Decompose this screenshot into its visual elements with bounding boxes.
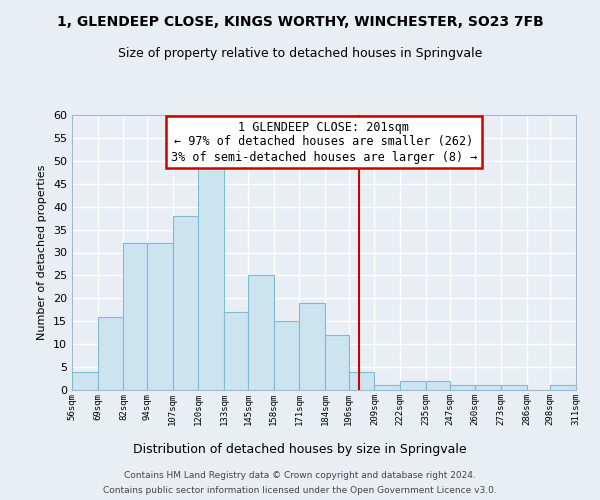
Text: Contains HM Land Registry data © Crown copyright and database right 2024.: Contains HM Land Registry data © Crown c…: [124, 471, 476, 480]
Bar: [501, 386, 527, 390]
Bar: [274, 322, 299, 390]
Bar: [248, 276, 274, 390]
Bar: [124, 244, 147, 390]
Bar: [224, 312, 248, 390]
Bar: [550, 386, 576, 390]
Text: Contains public sector information licensed under the Open Government Licence v3: Contains public sector information licen…: [103, 486, 497, 495]
Bar: [299, 303, 325, 390]
Bar: [374, 386, 400, 390]
Bar: [449, 386, 475, 390]
Bar: [173, 216, 199, 390]
Bar: [147, 244, 173, 390]
Text: Size of property relative to detached houses in Springvale: Size of property relative to detached ho…: [118, 48, 482, 60]
Bar: [199, 166, 224, 390]
Bar: [325, 335, 349, 390]
Text: 1 GLENDEEP CLOSE: 201sqm
← 97% of detached houses are smaller (262)
3% of semi-d: 1 GLENDEEP CLOSE: 201sqm ← 97% of detach…: [171, 120, 477, 164]
Bar: [98, 316, 124, 390]
Bar: [475, 386, 501, 390]
Y-axis label: Number of detached properties: Number of detached properties: [37, 165, 47, 340]
Bar: [400, 381, 426, 390]
Bar: [426, 381, 449, 390]
Bar: [72, 372, 98, 390]
Bar: [349, 372, 374, 390]
Text: Distribution of detached houses by size in Springvale: Distribution of detached houses by size …: [133, 442, 467, 456]
Text: 1, GLENDEEP CLOSE, KINGS WORTHY, WINCHESTER, SO23 7FB: 1, GLENDEEP CLOSE, KINGS WORTHY, WINCHES…: [56, 15, 544, 29]
